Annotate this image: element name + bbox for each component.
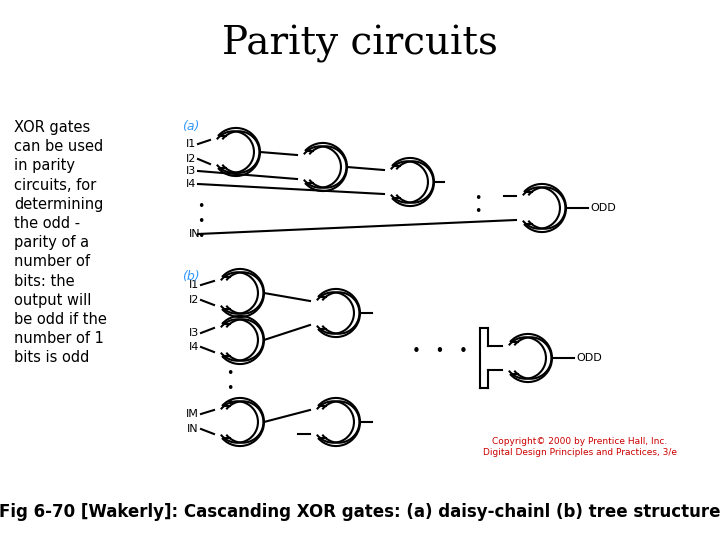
Text: ODD: ODD bbox=[590, 203, 616, 213]
Text: (a): (a) bbox=[182, 120, 199, 133]
Text: •
•
•: • • • bbox=[197, 200, 204, 243]
Text: I4: I4 bbox=[189, 342, 199, 352]
Text: I3: I3 bbox=[189, 328, 199, 338]
Text: •
•
•: • • • bbox=[226, 367, 234, 410]
Text: I3: I3 bbox=[186, 166, 196, 176]
Text: •
•: • • bbox=[474, 192, 482, 218]
Text: I2: I2 bbox=[186, 154, 196, 164]
Text: Parity circuits: Parity circuits bbox=[222, 25, 498, 63]
Text: (b): (b) bbox=[182, 270, 199, 283]
Text: IN: IN bbox=[189, 229, 200, 239]
Text: I2: I2 bbox=[189, 295, 199, 305]
Text: I1: I1 bbox=[186, 139, 196, 149]
Text: •   •   •: • • • bbox=[412, 345, 468, 360]
Text: Copyright© 2000 by Prentice Hall, Inc.
Digital Design Principles and Practices, : Copyright© 2000 by Prentice Hall, Inc. D… bbox=[483, 437, 677, 457]
Text: ODD: ODD bbox=[576, 353, 602, 363]
Text: Fig 6-70 [Wakerly]: Cascanding XOR gates: (a) daisy-chainl (b) tree structure: Fig 6-70 [Wakerly]: Cascanding XOR gates… bbox=[0, 503, 720, 521]
Text: I4: I4 bbox=[186, 179, 196, 189]
Text: IM: IM bbox=[186, 409, 199, 419]
Text: IN: IN bbox=[187, 424, 199, 434]
Text: I1: I1 bbox=[189, 280, 199, 290]
Text: XOR gates
can be used
in parity
circuits, for
determining
the odd -
parity of a
: XOR gates can be used in parity circuits… bbox=[14, 120, 107, 366]
